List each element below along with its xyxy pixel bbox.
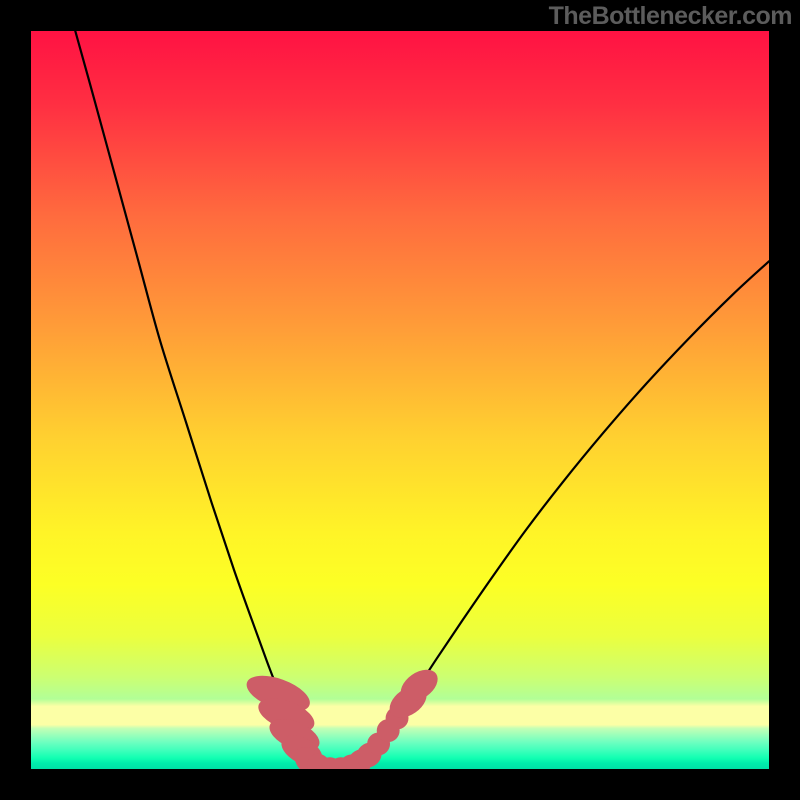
plot-svg [31, 31, 769, 769]
watermark-text: TheBottlenecker.com [549, 2, 792, 31]
plot-background [31, 31, 769, 769]
plot-area [31, 31, 769, 769]
chart-frame: TheBottlenecker.com [0, 0, 800, 800]
